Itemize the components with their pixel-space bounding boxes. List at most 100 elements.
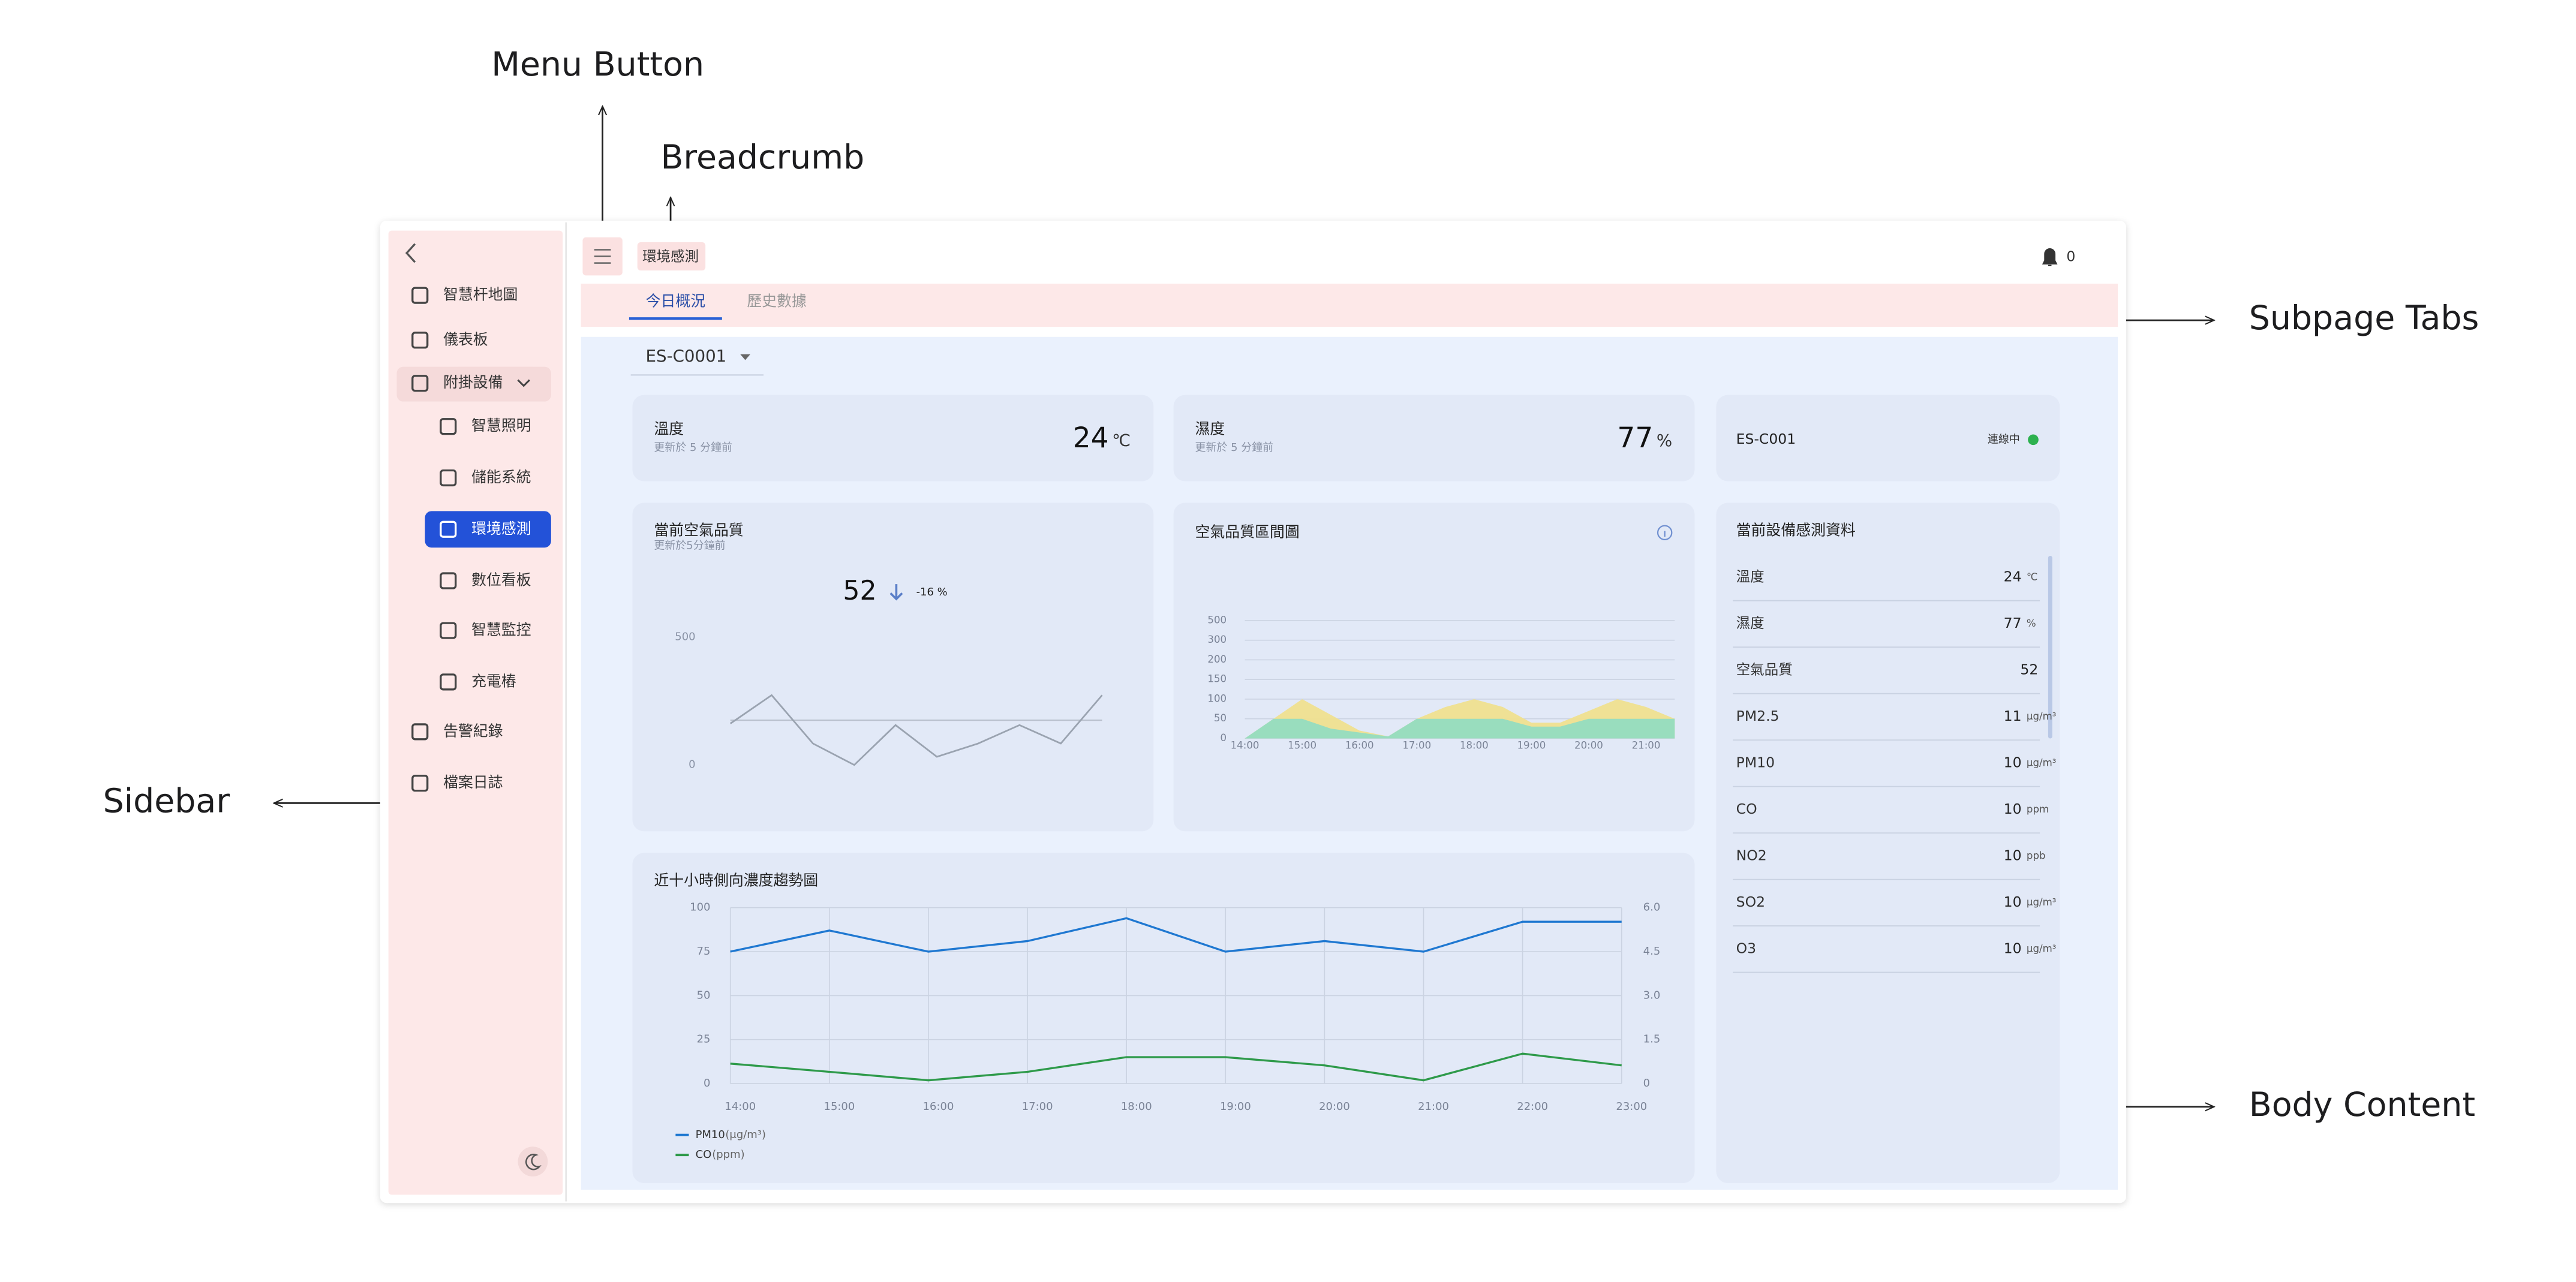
nav-sub-item[interactable]: 充電樁 xyxy=(471,672,516,690)
table-label: SO2 xyxy=(1736,893,1765,910)
table-unit: ppm xyxy=(2027,803,2049,815)
table-label: 濕度 xyxy=(1736,615,1765,631)
bell-icon[interactable] xyxy=(2042,248,2058,266)
table-value: 10 xyxy=(2004,847,2022,863)
nav-icon xyxy=(411,287,429,304)
table-value: 77 xyxy=(2004,615,2022,631)
card xyxy=(632,853,1695,1184)
table-label: NO2 xyxy=(1736,847,1767,863)
y-tick-label: 50 xyxy=(697,989,711,1001)
card xyxy=(1173,502,1695,832)
legend-unit: (μg/m³) xyxy=(725,1128,766,1141)
nav-item[interactable]: 儀表板 xyxy=(443,330,488,348)
info-icon[interactable] xyxy=(1657,525,1673,541)
nav-group-highlight xyxy=(396,366,551,402)
x-tick-label: 20:00 xyxy=(1319,1100,1350,1113)
x-tick-label: 18:00 xyxy=(1121,1100,1152,1113)
sidebar xyxy=(388,230,563,1195)
y-tick-label: 0 xyxy=(689,759,695,771)
annotation-label: Menu Button xyxy=(491,46,704,84)
metric-value: 52 xyxy=(843,576,876,606)
y-tick-label: 50 xyxy=(1214,712,1227,724)
collapse-button[interactable] xyxy=(405,243,416,263)
card-title: 空氣品質區間圖 xyxy=(1195,523,1300,540)
device-select[interactable]: ES-C0001 xyxy=(646,346,727,366)
card-title: 濕度 xyxy=(1195,420,1225,438)
nav-icon xyxy=(440,673,457,691)
table-value: 10 xyxy=(2004,940,2022,956)
y2-tick-label: 6.0 xyxy=(1643,901,1661,914)
nav-sub-item[interactable]: 智慧監控 xyxy=(471,621,531,639)
theme-toggle[interactable] xyxy=(518,1146,548,1177)
x-tick-label: 16:00 xyxy=(923,1100,954,1113)
y-tick-label: 0 xyxy=(1221,732,1227,744)
device-status: 連線中 xyxy=(1988,433,2020,446)
table-unit: μg/m³ xyxy=(2027,896,2056,908)
y-tick-label: 25 xyxy=(697,1033,711,1046)
x-tick-label: 22:00 xyxy=(1517,1100,1548,1113)
x-tick-label: 17:00 xyxy=(1022,1100,1053,1113)
nav-item-active xyxy=(425,511,551,548)
nav-sub-item[interactable]: 環境感測 xyxy=(471,520,531,537)
y-tick-label: 0 xyxy=(704,1077,710,1090)
trend-arrow xyxy=(889,584,903,601)
table-label: O3 xyxy=(1736,940,1756,956)
x-tick-label: 23:00 xyxy=(1616,1100,1647,1113)
tab-active[interactable]: 今日概況 xyxy=(646,293,706,310)
annotation-label: Breadcrumb xyxy=(660,139,864,177)
table-unit: ppb xyxy=(2027,850,2046,861)
card xyxy=(1173,395,1695,481)
table-label: PM2.5 xyxy=(1736,708,1780,724)
line-series xyxy=(730,1052,1622,1082)
table-unit: % xyxy=(2027,618,2036,629)
card-title: 當前空氣品質 xyxy=(654,522,743,539)
nav-item[interactable]: 附掛設備 xyxy=(443,374,503,391)
tab[interactable]: 歷史數據 xyxy=(747,293,807,310)
x-tick-label: 19:00 xyxy=(1517,739,1546,751)
card-title: 近十小時側向濃度趨勢圖 xyxy=(654,871,818,889)
y2-tick-label: 4.5 xyxy=(1643,945,1661,958)
legend-label: CO xyxy=(696,1148,712,1161)
y-tick-label: 150 xyxy=(1207,673,1227,685)
x-tick-label: 15:00 xyxy=(824,1100,855,1113)
tabs-bar xyxy=(581,284,2118,327)
nav-sub-item[interactable]: 儲能系統 xyxy=(471,468,531,486)
table-unit: ℃ xyxy=(2027,571,2038,583)
area-series xyxy=(1245,718,1675,739)
table-value: 11 xyxy=(2004,708,2022,724)
table-unit: μg/m³ xyxy=(2027,757,2056,768)
card-subtitle: 更新於 5 分鐘前 xyxy=(1195,441,1274,454)
y-tick-label: 200 xyxy=(1207,654,1227,665)
table-unit: μg/m³ xyxy=(2027,711,2056,722)
table-value: 10 xyxy=(2004,893,2022,910)
x-tick-label: 21:00 xyxy=(1418,1100,1449,1113)
nav-sub-item[interactable]: 智慧照明 xyxy=(471,417,531,434)
nav-icon xyxy=(440,572,457,589)
x-tick-label: 15:00 xyxy=(1288,739,1316,751)
nav-icon xyxy=(440,622,457,639)
nav-icon xyxy=(411,775,429,792)
breadcrumb: 環境感測 xyxy=(642,248,699,264)
y-tick-label: 500 xyxy=(675,631,695,643)
nav-icon xyxy=(411,375,429,392)
table-label: PM10 xyxy=(1736,754,1775,771)
x-tick-label: 18:00 xyxy=(1460,739,1489,751)
metric-value: 24 xyxy=(1073,422,1109,455)
card xyxy=(1716,395,2060,481)
line-series xyxy=(729,694,1103,766)
card xyxy=(1716,502,2060,1184)
x-tick-label: 14:00 xyxy=(1231,739,1260,751)
nav-item[interactable]: 智慧杆地圖 xyxy=(443,286,518,303)
legend-label: PM10 xyxy=(696,1128,725,1141)
nav-sub-item[interactable]: 數位看板 xyxy=(471,571,531,589)
metric-value: 77 xyxy=(1617,422,1653,455)
y-tick-label: 300 xyxy=(1207,634,1227,645)
nav-item[interactable]: 告警紀錄 xyxy=(443,722,503,739)
x-tick-label: 16:00 xyxy=(1345,739,1374,751)
select-caret xyxy=(740,354,750,360)
x-tick-label: 17:00 xyxy=(1402,739,1431,751)
x-tick-label: 21:00 xyxy=(1632,739,1661,751)
nav-icon xyxy=(440,418,457,435)
nav-item[interactable]: 檔案日誌 xyxy=(443,774,503,791)
